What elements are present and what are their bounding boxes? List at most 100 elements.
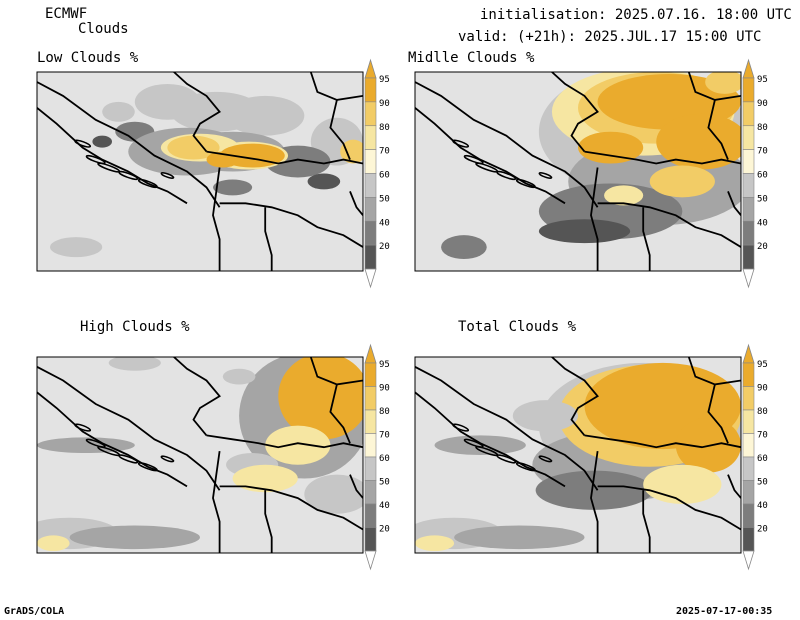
cloud-area bbox=[434, 435, 526, 456]
footer-credit: GrADS/COLA bbox=[4, 606, 65, 617]
colorbar-label: 60 bbox=[757, 171, 768, 181]
border-line bbox=[329, 384, 351, 444]
island-outline bbox=[515, 462, 536, 472]
colorbar-label: 50 bbox=[379, 478, 390, 488]
map-panel-high bbox=[36, 356, 364, 554]
island-outline bbox=[538, 455, 553, 463]
colorbar-segment bbox=[364, 433, 377, 458]
border-line bbox=[212, 167, 221, 271]
colorbar-segment bbox=[742, 244, 755, 270]
colorbar-label: 80 bbox=[379, 407, 390, 417]
colorbar-bottom-arrow bbox=[742, 550, 755, 571]
border-line bbox=[206, 434, 363, 449]
colorbar-label: 50 bbox=[757, 194, 768, 204]
colorbar-label: 70 bbox=[757, 431, 768, 441]
colorbar-label: 95 bbox=[379, 75, 390, 85]
colorbar-segment bbox=[742, 433, 755, 458]
colorbar-label: 20 bbox=[757, 242, 768, 252]
cloud-area bbox=[278, 357, 363, 440]
colorbar-bottom-arrow bbox=[742, 268, 755, 289]
cloud-area bbox=[232, 464, 298, 493]
cloud-area bbox=[340, 139, 363, 164]
border-line bbox=[727, 191, 741, 216]
island-outline bbox=[463, 154, 484, 165]
colorbar-segment bbox=[364, 386, 377, 411]
init-time: initialisation: 2025.07.16. 18:00 UTC bbox=[480, 7, 792, 23]
colorbar-segment bbox=[742, 409, 755, 434]
border-line bbox=[551, 72, 599, 153]
colorbar-label: 40 bbox=[757, 501, 768, 511]
colorbar-label: 60 bbox=[757, 454, 768, 464]
cloud-area bbox=[578, 131, 644, 164]
colorbar-label: 80 bbox=[379, 123, 390, 133]
colorbar-label: 60 bbox=[379, 171, 390, 181]
border-line bbox=[584, 434, 741, 449]
border-line bbox=[707, 99, 729, 160]
colorbar-segment bbox=[364, 220, 377, 246]
colorbar-total: 95 90 80 70 60 50 40 20 bbox=[742, 343, 768, 571]
cloud-area bbox=[226, 95, 305, 136]
panel-title-high: High Clouds % bbox=[80, 319, 190, 335]
island-outline bbox=[538, 172, 553, 179]
cloud-area bbox=[441, 235, 487, 260]
colorbar-segment bbox=[742, 456, 755, 481]
colorbar-segment bbox=[742, 149, 755, 174]
border-line bbox=[415, 107, 566, 205]
cloud-area bbox=[265, 425, 331, 465]
border-line bbox=[415, 81, 599, 208]
colorbar-segment bbox=[742, 503, 755, 528]
cloud-area bbox=[649, 165, 715, 198]
island-outline bbox=[118, 454, 139, 464]
cloud-area bbox=[69, 525, 200, 550]
colorbar-segment bbox=[742, 197, 755, 222]
colorbar-middle: 95 90 80 70 60 50 40 20 bbox=[742, 58, 768, 289]
island-outline bbox=[160, 455, 175, 463]
colorbar-bottom-arrow bbox=[364, 550, 377, 571]
island-outline bbox=[452, 423, 470, 432]
colorbar-segment bbox=[364, 503, 377, 528]
map-frame bbox=[414, 356, 742, 554]
colorbar-top-arrow bbox=[742, 343, 755, 364]
cloud-area bbox=[538, 219, 631, 244]
cloud-area bbox=[604, 185, 644, 206]
border-line bbox=[597, 202, 741, 248]
colorbar-segment bbox=[364, 409, 377, 434]
border-line bbox=[264, 490, 273, 553]
island-outline bbox=[74, 423, 92, 432]
colorbar-label: 20 bbox=[757, 525, 768, 535]
border-line bbox=[642, 490, 651, 553]
border-line bbox=[349, 191, 363, 216]
colorbar-label: 80 bbox=[757, 407, 768, 417]
border-line bbox=[687, 72, 741, 101]
colorbar-label: 20 bbox=[379, 242, 390, 252]
colorbar-segment bbox=[364, 362, 377, 387]
colorbar-segment bbox=[742, 173, 755, 198]
border-line bbox=[687, 357, 741, 386]
map-frame bbox=[414, 71, 742, 272]
colorbar-segment bbox=[364, 244, 377, 270]
border-line bbox=[642, 207, 651, 271]
cloud-area bbox=[304, 474, 363, 514]
border-line bbox=[309, 357, 363, 386]
border-line bbox=[173, 357, 221, 436]
colorbar-high: 95 90 80 70 60 50 40 20 bbox=[364, 343, 390, 571]
model-label: ECMWF bbox=[45, 6, 88, 22]
island-outline bbox=[118, 170, 139, 181]
map-panel-total bbox=[414, 356, 742, 554]
valid-time: valid: (+21h): 2025.JUL.17 15:00 UTC bbox=[458, 29, 762, 45]
island-outline bbox=[452, 139, 470, 148]
colorbar-segment bbox=[364, 527, 377, 552]
colorbar-label: 50 bbox=[379, 194, 390, 204]
border-line bbox=[415, 391, 566, 488]
colorbar-label: 90 bbox=[379, 384, 390, 394]
colorbar-label: 90 bbox=[757, 384, 768, 394]
colorbar-label: 95 bbox=[757, 360, 768, 370]
island-outline bbox=[515, 178, 536, 189]
colorbar-segment bbox=[742, 77, 755, 103]
border-line bbox=[727, 474, 741, 499]
cloud-area bbox=[108, 357, 161, 371]
cloud-area bbox=[92, 135, 112, 148]
cloud-area bbox=[656, 113, 741, 170]
colorbar-segment bbox=[742, 386, 755, 411]
map-frame bbox=[36, 71, 364, 272]
